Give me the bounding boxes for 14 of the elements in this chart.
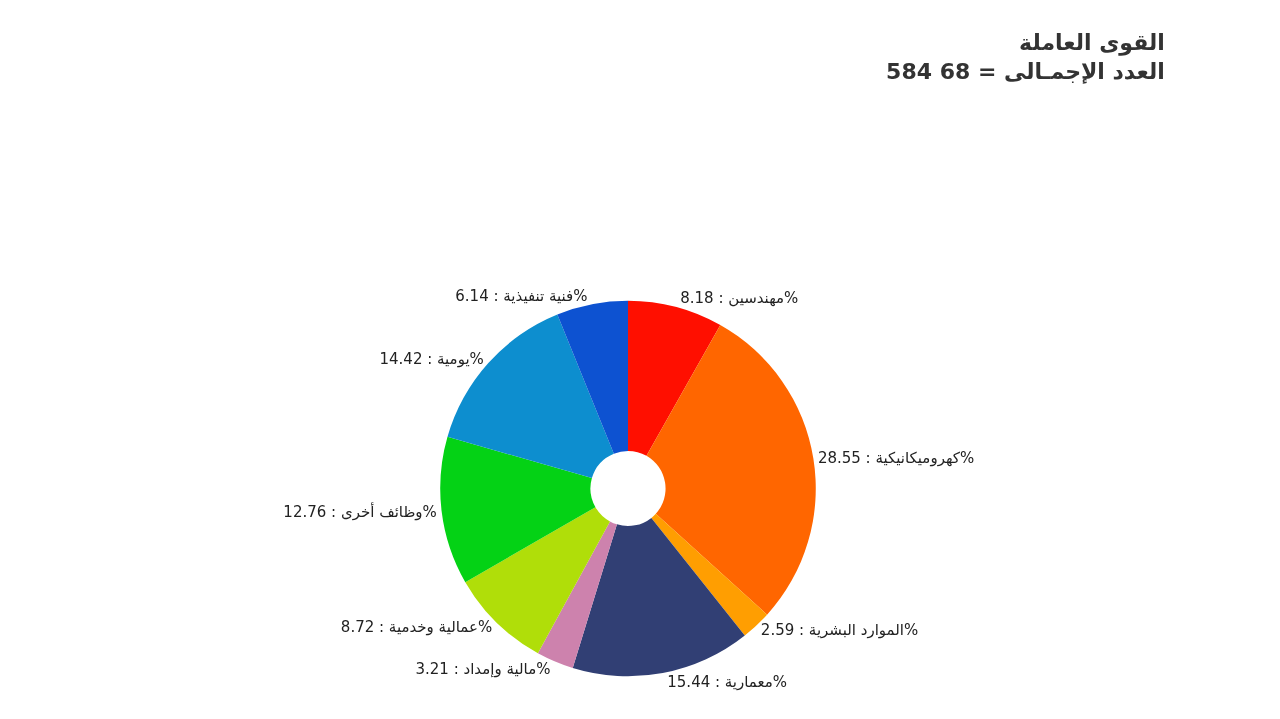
slice-label: الموارد البشرية : 2.59% xyxy=(760,621,919,640)
slice-label: فنية تنفيذية : 6.14% xyxy=(455,286,588,305)
slice-label: مهندسين : 8.18% xyxy=(680,289,799,308)
slice-label: معمارية : 15.44% xyxy=(667,672,788,691)
slice-label: يومية : 14.42% xyxy=(379,349,484,368)
slice-label: عمالية وخدمية : 8.72% xyxy=(340,618,493,637)
text: القوى العاملة xyxy=(1019,30,1165,57)
slice-label: كهروميكانيكية : 28.55% xyxy=(817,449,975,468)
slice-label: وظائف أخرى : 12.76% xyxy=(283,501,437,521)
slice-label: مالية وإمداد : 3.21% xyxy=(415,660,551,679)
text: العدد الإجمـالى = 68 584 xyxy=(886,58,1165,84)
donut-slice xyxy=(572,517,745,676)
donut-slice xyxy=(646,324,816,615)
donut-slice xyxy=(440,436,596,583)
